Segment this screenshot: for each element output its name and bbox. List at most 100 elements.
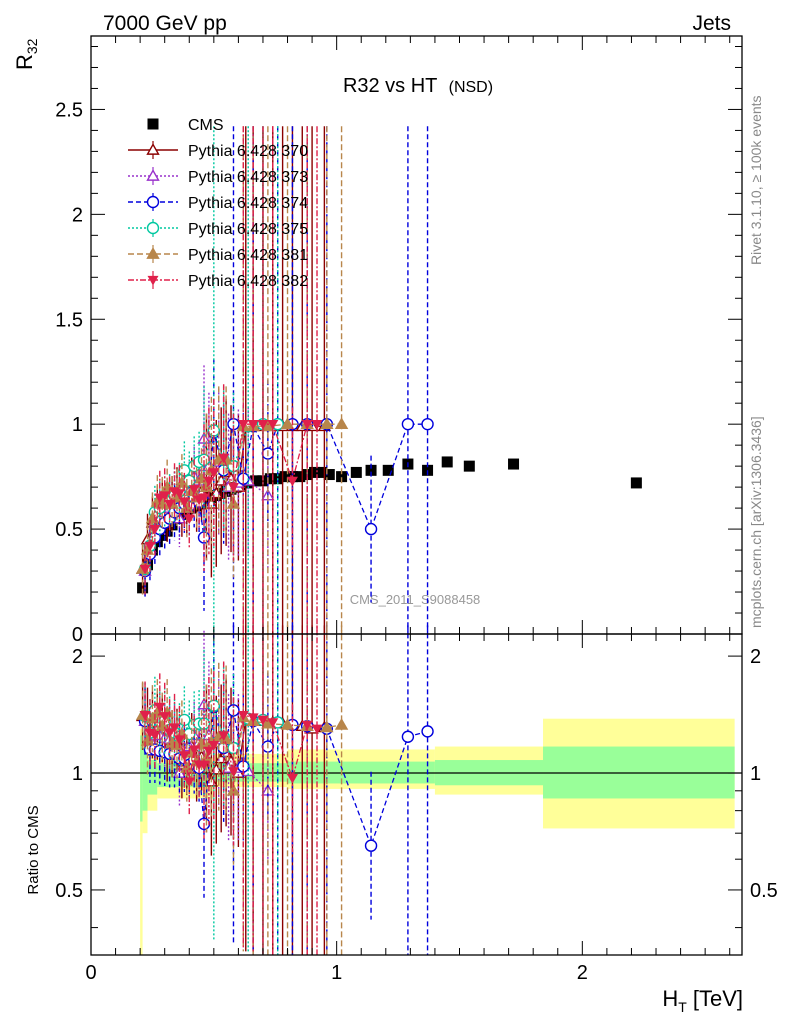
x-tick-label-0: 0 — [85, 962, 96, 984]
x-label-main: H — [662, 986, 678, 1011]
point-pythia-6-428-382-2 — [149, 524, 161, 535]
ratio-point-pythia-6-428-382-10 — [188, 745, 200, 755]
bottom-panel-frame — [90, 633, 743, 956]
ratio-point-pythia-6-428-382-2 — [149, 731, 161, 741]
band-inner-0 — [140, 735, 143, 822]
ratio-point-pythia-6-428-382-18 — [247, 713, 259, 723]
point-pythia-6-428-381-23 — [320, 417, 334, 429]
legend-marker-pythia-6-428-373 — [146, 169, 160, 181]
ratio-point-pythia-6-428-382-3 — [154, 702, 166, 713]
ratio-tick-label-right-1: 1 — [750, 763, 761, 785]
ratio-point-pythia-6-428-382-16 — [227, 767, 239, 777]
legend-entry-pythia-6-428-373: Pythia 6.428 373 — [128, 167, 308, 186]
legend-marker-cms — [147, 118, 159, 130]
point-cms-30 — [309, 466, 321, 478]
side-label-top: Rivet 3.1.10, ≥ 100k events — [748, 95, 764, 265]
ratio-point-pythia-6-428-382-4 — [159, 712, 171, 722]
ratio-point-pythia-6-428-381-24 — [334, 718, 349, 730]
y-axis-label-top: R32 — [12, 38, 40, 70]
ratio-point-pythia-6-428-382-8 — [178, 751, 190, 761]
point-pythia-6-428-374-23 — [364, 522, 378, 536]
analysis-watermark: CMS_2011_S9088458 — [350, 592, 481, 607]
point-pythia-6-428-382-0 — [139, 564, 151, 575]
header-right: Jets — [692, 12, 731, 35]
legend-entry-pythia-6-428-374: Pythia 6.428 374 — [128, 193, 308, 212]
svg-text:R32: R32 — [12, 38, 40, 70]
header-left: 7000 GeV pp — [103, 12, 227, 35]
point-cms-31 — [316, 466, 328, 478]
point-pythia-6-428-381-21 — [280, 417, 295, 429]
legend-label-cms: CMS — [188, 117, 224, 134]
ratio-point-pythia-6-428-382-1 — [144, 728, 156, 739]
ratio-point-pythia-6-428-382-7 — [173, 735, 185, 745]
legend-entry-pythia-6-428-375: Pythia 6.428 375 — [128, 219, 308, 238]
point-pythia-6-428-382-5 — [164, 499, 176, 510]
point-cms-32 — [323, 469, 335, 481]
ratio-point-pythia-6-428-382-14 — [208, 740, 220, 751]
point-pythia-6-428-382-16 — [227, 482, 239, 493]
point-cms-41 — [508, 458, 520, 470]
legend-label-pythia-6-428-375: Pythia 6.428 375 — [188, 221, 308, 238]
ratio-point-pythia-6-428-382-9 — [183, 777, 195, 788]
point-cms-22 — [250, 475, 262, 487]
point-cms-36 — [382, 464, 394, 476]
point-pythia-6-428-382-14 — [208, 468, 220, 478]
ratio-tick-label-left-2: 2 — [72, 646, 83, 668]
legend-label-pythia-6-428-373: Pythia 6.428 373 — [188, 169, 308, 186]
point-cms-35 — [365, 464, 377, 476]
ratio-point-pythia-6-428-382-5 — [164, 728, 176, 739]
y-tick-label-top-4: 2 — [72, 204, 83, 226]
y-label-main: R — [12, 54, 37, 70]
point-pythia-6-428-382-20 — [267, 420, 279, 430]
point-pythia-6-428-382-19 — [257, 420, 269, 430]
ratio-point-pythia-6-428-374-24 — [401, 730, 415, 743]
ratio-point-pythia-6-428-382-22 — [301, 720, 313, 731]
y-axis-label-bottom: Ratio to CMS — [25, 805, 42, 894]
svg-text:R32 vs HT (NSD): R32 vs HT (NSD) — [343, 75, 493, 97]
title-suffix: (NSD) — [449, 79, 493, 96]
ratio-series-pythia-6-428-382 — [139, 625, 323, 955]
ratio-point-pythia-6-428-381-23 — [320, 720, 334, 733]
legend: CMS Pythia 6.428 370 Pythia 6.428 373 Pythi… — [128, 117, 308, 290]
point-pythia-6-428-382-18 — [247, 420, 259, 430]
ratio-point-pythia-6-428-382-19 — [257, 715, 269, 726]
title-main: R32 vs HT — [343, 75, 437, 97]
legend-entry-cms: CMS — [147, 117, 224, 134]
ratio-tick-label-right-2: 2 — [750, 646, 761, 668]
ratio-point-pythia-6-428-374-25 — [421, 725, 434, 738]
ratio-tick-label-left-1: 1 — [72, 763, 83, 785]
y-tick-label-top-2: 1 — [72, 414, 83, 436]
x-axis-label: HT [TeV] — [662, 986, 743, 1015]
ratio-point-pythia-6-428-382-6 — [169, 723, 181, 733]
legend-label-pythia-6-428-374: Pythia 6.428 374 — [188, 195, 308, 212]
ratio-panel-series — [135, 625, 434, 955]
legend-label-pythia-6-428-382: Pythia 6.428 382 — [188, 273, 308, 290]
main-panel-series — [135, 126, 642, 634]
point-cms-33 — [336, 471, 348, 483]
ratio-tick-label-left-0: 0.5 — [55, 880, 83, 902]
point-pythia-6-428-382-15 — [218, 453, 230, 464]
point-cms-39 — [441, 456, 453, 468]
side-label-bottom: mcplots.cern.ch [arXiv:1306.3436] — [748, 416, 764, 628]
legend-marker-pythia-6-428-381 — [146, 247, 160, 259]
point-pythia-6-428-382-4 — [159, 491, 171, 502]
band-inner-2 — [147, 760, 158, 795]
point-pythia-6-428-381-24 — [334, 417, 349, 429]
band-outer-0 — [140, 728, 143, 955]
ratio-point-pythia-6-428-382-0 — [139, 710, 151, 721]
x-label-sub: T — [678, 999, 687, 1015]
y-label-sub: 32 — [24, 38, 40, 54]
legend-entry-pythia-6-428-382: Pythia 6.428 382 — [128, 271, 308, 290]
point-pythia-6-428-382-22 — [301, 420, 313, 430]
point-pythia-6-428-382-17 — [237, 420, 249, 430]
point-cms-40 — [463, 460, 475, 472]
point-pythia-6-428-382-10 — [188, 485, 200, 495]
x-label-unit: [TeV] — [693, 986, 743, 1011]
legend-marker-pythia-6-428-382 — [147, 275, 159, 286]
x-tick-label-2: 2 — [577, 962, 588, 984]
legend-label-pythia-6-428-381: Pythia 6.428 381 — [188, 247, 308, 264]
point-cms-28 — [294, 471, 306, 483]
